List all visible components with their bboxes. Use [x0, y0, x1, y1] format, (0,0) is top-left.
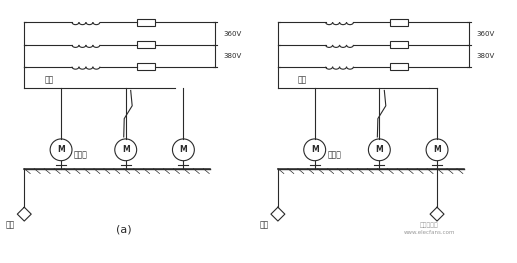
Bar — [390, 19, 408, 26]
Text: M: M — [433, 145, 441, 154]
Circle shape — [115, 139, 136, 161]
Text: www.elecfans.com: www.elecfans.com — [403, 230, 455, 235]
Bar — [390, 42, 408, 48]
Text: 断线: 断线 — [44, 75, 53, 84]
Bar — [390, 63, 408, 70]
Text: 电子发烧友: 电子发烧友 — [420, 222, 438, 228]
Text: 380V: 380V — [223, 53, 241, 59]
Circle shape — [304, 139, 326, 161]
Text: M: M — [375, 145, 383, 154]
Text: 断线: 断线 — [298, 75, 307, 84]
Text: 电动机: 电动机 — [74, 150, 88, 159]
Bar — [136, 42, 155, 48]
Text: 电动机: 电动机 — [328, 150, 342, 159]
Text: M: M — [311, 145, 318, 154]
Text: M: M — [122, 145, 130, 154]
Circle shape — [50, 139, 72, 161]
Text: 360V: 360V — [477, 31, 495, 37]
Bar — [136, 19, 155, 26]
Text: 接地: 接地 — [260, 220, 269, 229]
Bar — [136, 63, 155, 70]
Circle shape — [369, 139, 390, 161]
Circle shape — [173, 139, 194, 161]
Text: 360V: 360V — [223, 31, 241, 37]
Circle shape — [426, 139, 448, 161]
Text: M: M — [179, 145, 187, 154]
Text: (a): (a) — [116, 225, 131, 235]
Text: M: M — [57, 145, 65, 154]
Text: 接地: 接地 — [6, 220, 15, 229]
Text: 380V: 380V — [477, 53, 495, 59]
